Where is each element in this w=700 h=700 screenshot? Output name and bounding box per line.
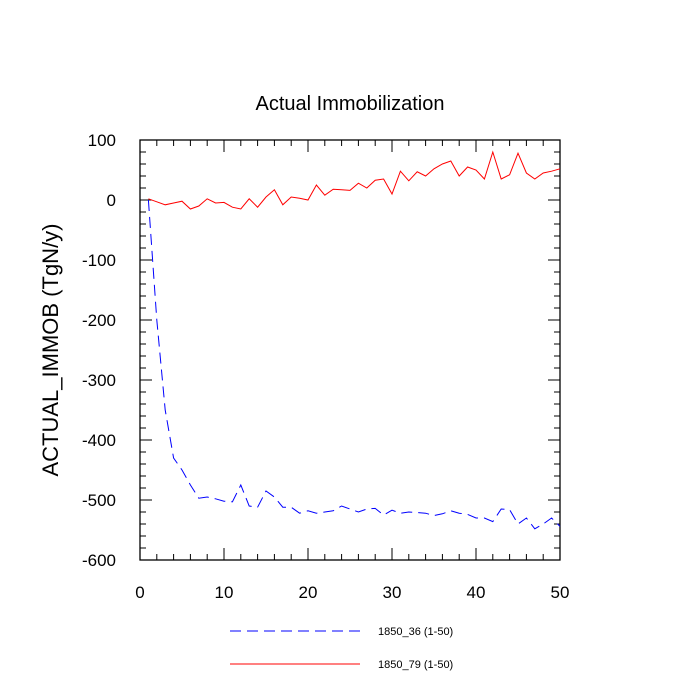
y-tick-label: -300	[82, 371, 116, 390]
y-tick-label: -200	[82, 311, 116, 330]
y-tick-label: 0	[107, 191, 116, 210]
legend-label-2: 1850_79 (1-50)	[378, 659, 453, 671]
y-tick-label: 100	[88, 131, 116, 150]
series-layer	[147, 150, 561, 530]
y-tick-label: -100	[82, 251, 116, 270]
x-tick-label: 30	[383, 583, 402, 602]
x-tick-label: 10	[215, 583, 234, 602]
plot-frame	[139, 139, 561, 561]
y-tick-label: -500	[82, 491, 116, 510]
legend: 1850_36 (1-50) 1850_79 (1-50)	[230, 626, 453, 671]
x-tick-label: 50	[551, 583, 570, 602]
x-tick-label: 0	[135, 583, 144, 602]
y-axis-label: ACTUAL_IMMOB (TgN/y)	[38, 223, 63, 476]
series-line-1	[147, 199, 561, 530]
chart-title: Actual Immobilization	[256, 93, 445, 115]
series-line-2	[148, 150, 561, 210]
x-tick-label: 40	[467, 583, 486, 602]
y-tick-label: -400	[82, 431, 116, 450]
y-tick-label: -600	[82, 551, 116, 570]
x-tick-label: 20	[299, 583, 318, 602]
legend-label-1: 1850_36 (1-50)	[378, 626, 453, 638]
axes: 0 10 20 30 40 50 -600 -500 -400 -300 -200 -100 0 100	[82, 131, 569, 602]
